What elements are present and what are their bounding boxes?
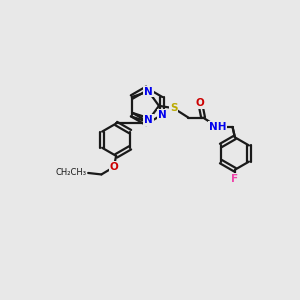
Text: O: O [110,162,118,172]
Text: N: N [144,86,153,97]
Text: O: O [196,98,205,108]
Text: N: N [144,115,153,125]
Text: S: S [170,103,177,113]
Text: CH₂CH₃: CH₂CH₃ [55,169,86,178]
Text: F: F [231,174,239,184]
Text: NH: NH [209,122,226,132]
Text: N: N [158,110,167,120]
